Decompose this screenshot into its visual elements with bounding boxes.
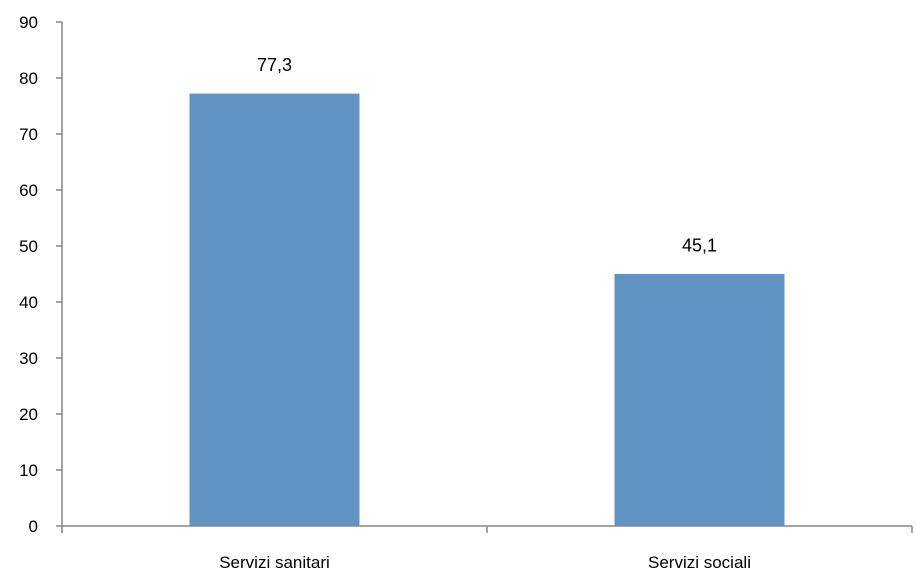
y-tick-label: 70: [19, 125, 38, 144]
bar-value-label: 77,3: [257, 55, 292, 75]
y-tick-label: 30: [19, 349, 38, 368]
y-tick-label: 20: [19, 405, 38, 424]
y-tick-label: 90: [19, 13, 38, 32]
x-axis-labels: Servizi sanitari Servizi sociali: [61, 526, 913, 572]
bars: [188, 92, 786, 527]
x-category-label: Servizi sociali: [648, 553, 751, 572]
y-tick-label: 50: [19, 237, 38, 256]
data-labels: 77,3 45,1: [257, 55, 717, 255]
y-tick-label: 10: [19, 461, 38, 480]
bar: [613, 272, 786, 527]
y-tick-label: 60: [19, 181, 38, 200]
x-category-label: Servizi sanitari: [219, 553, 330, 572]
bar-value-label: 45,1: [682, 235, 717, 255]
y-tick-label: 0: [29, 517, 38, 536]
y-axis-ticks: 0 10 20 30 40 50 60 70 80 90: [19, 13, 62, 536]
y-tick-label: 40: [19, 293, 38, 312]
y-tick-label: 80: [19, 69, 38, 88]
bar: [188, 92, 361, 527]
